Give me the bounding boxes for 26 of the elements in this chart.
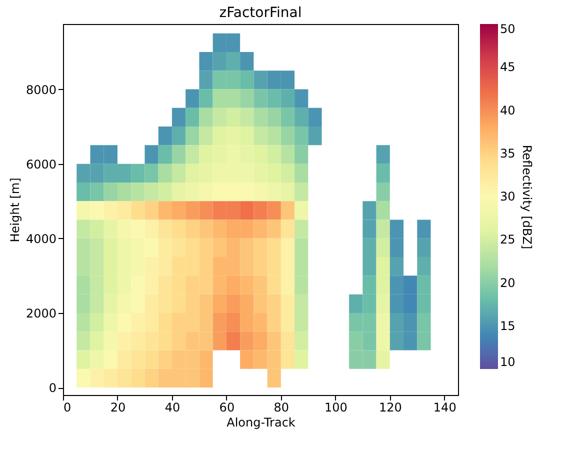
color-bar-label: 50 [500, 22, 516, 36]
y-tick-label: 0 [48, 381, 56, 396]
x-tick-label: 0 [64, 400, 72, 414]
x-tick-label: 100 [324, 400, 348, 414]
y-tick-label: 8000 [26, 82, 56, 97]
x-tick-label: 60 [219, 400, 235, 414]
chart-title: zFactorFinal [219, 5, 302, 21]
y-axis-title: Height [m] [8, 178, 22, 242]
y-tick-label: 2000 [26, 306, 56, 320]
color-bar-label: 25 [500, 232, 516, 247]
color-bar-label: 35 [500, 146, 516, 160]
color-bar-label: 20 [500, 276, 516, 290]
x-tick-label: 80 [274, 400, 290, 414]
color-bar-title: Reflectivity [dBZ] [520, 144, 534, 250]
x-tick-label: 40 [164, 400, 180, 414]
color-bar-label: 15 [500, 318, 516, 333]
color-bar-label: 40 [500, 103, 516, 118]
x-tick-label: 120 [378, 400, 402, 414]
x-tick-label: 20 [110, 400, 126, 414]
color-bar-label: 10 [500, 355, 516, 369]
color-bar-label: 45 [500, 60, 516, 74]
y-tick-label: 4000 [26, 232, 56, 246]
x-tick-label: 140 [433, 400, 456, 414]
y-tick-label: 6000 [26, 157, 56, 172]
color-bar-label: 30 [500, 190, 516, 204]
x-axis-title: Along-Track [226, 416, 296, 430]
